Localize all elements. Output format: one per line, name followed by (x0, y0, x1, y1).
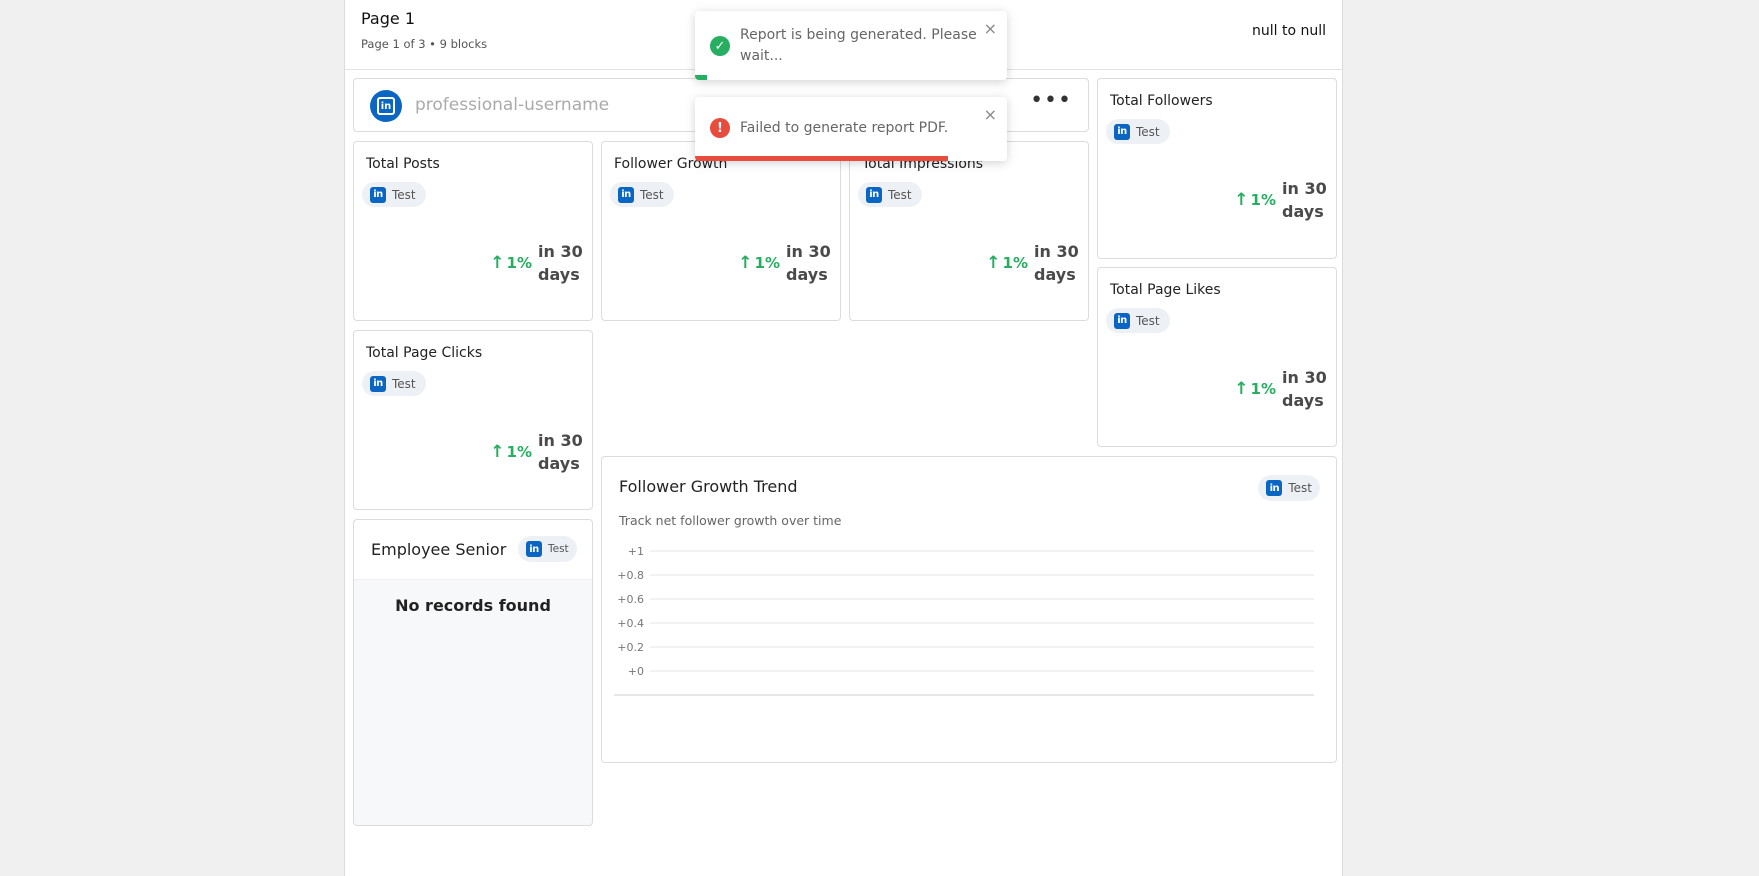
linkedin-icon: in (370, 186, 386, 203)
toast-success: ✓ Report is being generated. Please wait… (695, 11, 1007, 80)
trend-period: in 30 days (786, 242, 831, 284)
card-title: Follower Growth Trend (619, 477, 798, 496)
y-tick-label: +0.8 (617, 569, 644, 582)
trend-change: 1% (1002, 254, 1028, 272)
trend-period: in 30 days (1282, 179, 1327, 221)
y-tick-label: +0.2 (617, 641, 644, 654)
profile-username: professional-username (415, 95, 610, 115)
trend-period: in 30 days (538, 431, 583, 473)
platform-chip: in Test (362, 371, 426, 396)
trend-indicator: ↑ 1% in 30 days (738, 240, 832, 286)
close-icon[interactable]: × (983, 19, 997, 38)
arrow-up-icon: ↑ (1234, 190, 1249, 210)
trend-indicator: ↑ 1% in 30 days (986, 240, 1080, 286)
arrow-up-icon: ↑ (986, 253, 1001, 273)
metric-card-total-page-clicks: Total Page Clicks in Test ↑ 1% in 30 days (353, 330, 593, 510)
y-tick-label: +0.4 (617, 617, 644, 630)
linkedin-icon: in (1114, 312, 1130, 329)
more-options-button[interactable]: ••• (1030, 88, 1072, 113)
card-subtitle: Track net follower growth over time (619, 513, 842, 528)
linkedin-icon: in (618, 186, 634, 203)
trend-indicator: ↑ 1% in 30 days (490, 240, 584, 286)
follower-growth-chart: +1 +0.8 +0.6 +0.4 +0.2 +0 (614, 547, 1314, 696)
metric-card-total-page-likes: Total Page Likes in Test ↑ 1% in 30 days (1097, 267, 1337, 447)
card-title: Total Posts (366, 156, 440, 172)
card-title: Employee Senior (371, 540, 507, 559)
close-icon[interactable]: × (983, 105, 997, 124)
metric-card-total-posts: Total Posts in Test ↑ 1% in 30 days (353, 141, 593, 321)
linkedin-avatar-icon: in (370, 90, 402, 122)
platform-chip: in Test (1106, 308, 1170, 333)
trend-change: 1% (506, 443, 532, 461)
toast-message: Report is being generated. Please wait..… (740, 27, 977, 64)
trend-period: in 30 days (538, 242, 583, 284)
employee-senior-card: Employee Senior in Test No records found (353, 519, 593, 826)
linkedin-icon: in (1266, 480, 1283, 496)
trend-change: 1% (506, 254, 532, 272)
empty-state-message: No records found (395, 596, 551, 615)
metric-card-total-impressions: Total Impressions in Test ↑ 1% in 30 days (849, 141, 1089, 321)
toast-message: Failed to generate report PDF. (740, 120, 949, 136)
card-title: Total Followers (1110, 93, 1213, 109)
check-circle-icon: ✓ (710, 36, 730, 56)
arrow-up-icon: ↑ (490, 253, 505, 273)
platform-chip: in Test (858, 182, 922, 207)
linkedin-icon: in (1114, 123, 1130, 140)
metric-card-total-followers: Total Followers in Test ↑ 1% in 30 days (1097, 78, 1337, 259)
linkedin-icon: in (370, 375, 386, 392)
trend-indicator: ↑ 1% in 30 days (490, 429, 584, 475)
trend-indicator: ↑ 1% in 30 days (1234, 366, 1328, 412)
toast-progress-bar (695, 75, 708, 80)
toast-progress-bar (695, 156, 948, 161)
follower-growth-trend-card: Follower Growth Trend Track net follower… (601, 456, 1337, 763)
date-range[interactable]: null to null (1251, 23, 1326, 39)
platform-chip: in Test (1106, 119, 1170, 144)
card-title: Total Page Clicks (366, 345, 483, 361)
arrow-up-icon: ↑ (490, 442, 505, 462)
y-tick-label: +0.6 (617, 593, 644, 606)
page-title: Page 1 (361, 9, 415, 28)
arrow-up-icon: ↑ (738, 253, 753, 273)
error-circle-icon: ! (710, 118, 730, 138)
toast-error: ! Failed to generate report PDF. × (695, 97, 1007, 161)
metric-card-follower-growth: Follower Growth in Test ↑ 1% in 30 days (601, 141, 841, 321)
linkedin-icon: in (526, 541, 542, 557)
platform-chip: in Test (518, 536, 577, 562)
trend-indicator: ↑ 1% in 30 days (1234, 177, 1328, 223)
trend-period: in 30 days (1282, 368, 1327, 410)
card-header: Employee Senior in Test (354, 520, 592, 580)
trend-change: 1% (1250, 191, 1276, 209)
card-title: Total Page Likes (1110, 282, 1221, 298)
arrow-up-icon: ↑ (1234, 379, 1249, 399)
y-tick-label: +0 (628, 665, 644, 678)
trend-period: in 30 days (1034, 242, 1079, 284)
platform-chip: in Test (1258, 475, 1320, 501)
trend-change: 1% (754, 254, 780, 272)
platform-chip: in Test (362, 182, 426, 207)
platform-chip: in Test (610, 182, 674, 207)
page-subtitle: Page 1 of 3 • 9 blocks (361, 37, 488, 51)
trend-change: 1% (1250, 380, 1276, 398)
linkedin-icon: in (866, 186, 882, 203)
y-tick-label: +1 (628, 547, 644, 558)
